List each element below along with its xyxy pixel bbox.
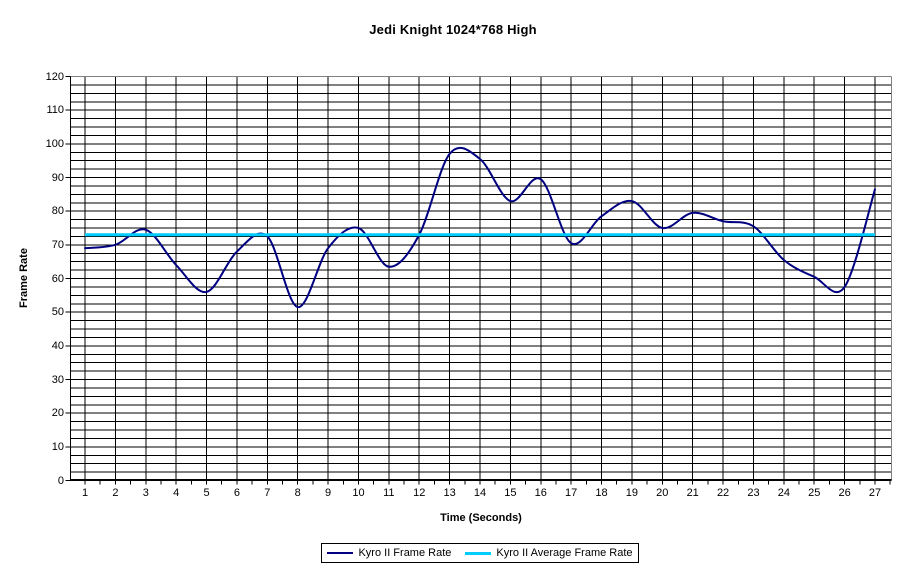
legend-item-average: Kyro II Average Frame Rate [465,547,633,559]
chart-title: Jedi Knight 1024*768 High [369,22,537,37]
x-tick-label: 16 [534,487,547,499]
x-tick-label: 8 [294,487,301,499]
x-tick-label: 13 [443,487,456,499]
legend-label-average: Kyro II Average Frame Rate [496,547,633,559]
y-tick-label: 20 [51,407,64,420]
y-tick-label: 10 [51,440,64,453]
y-tick-label: 80 [51,205,64,218]
x-tick-label: 27 [868,487,882,499]
x-tick-label: 23 [747,487,760,499]
x-tick-label: 12 [413,487,426,499]
y-tick-label: 110 [46,104,64,117]
y-tick-label: 50 [51,306,64,319]
gridlines [70,76,892,481]
legend-item-frame-rate: Kyro II Frame Rate [327,547,451,559]
legend-label-frame-rate: Kyro II Frame Rate [358,547,452,559]
x-tick-label: 21 [686,487,699,499]
x-tick-label: 17 [565,487,578,499]
y-tick-label: 60 [51,272,64,285]
x-tick-label: 25 [808,487,821,499]
y-tick-label: 30 [51,373,64,386]
x-tick-label: 10 [352,487,365,499]
x-tick-label: 2 [112,487,119,499]
x-tick-label: 9 [325,487,332,499]
x-tick-label: 15 [504,487,517,499]
x-tick-label: 19 [625,487,639,499]
x-tick-label: 1 [81,487,89,499]
y-tick-label: 90 [51,171,64,184]
x-tick-label: 20 [656,487,669,499]
y-tick-label: 100 [45,137,64,150]
x-tick-label: 26 [838,487,851,499]
legend: Kyro II Frame Rate Kyro II Average Frame… [321,543,639,563]
x-tick-label: 24 [777,487,790,499]
axis-ticks [65,76,891,485]
x-axis-title: Time (Seconds) [440,512,522,524]
y-tick-label: 120 [45,70,64,83]
x-tick-label: 11 [383,487,395,499]
plot-border [70,76,892,481]
x-tick-label: 4 [173,487,180,499]
x-tick-label: 6 [233,487,240,499]
x-tick-label: 14 [473,487,487,499]
y-tick-label: 40 [51,339,64,352]
x-tick-label: 18 [595,487,608,499]
frame-rate-line [84,146,876,309]
x-tick-label: 5 [203,487,210,499]
legend-line-swatch-average [465,551,492,555]
x-tick-label: 3 [142,487,149,499]
x-tick-label: 22 [716,487,730,499]
y-tick-label: 70 [51,238,64,251]
legend-line-swatch-frame-rate [327,552,354,554]
y-tick-label: 0 [57,474,64,487]
x-tick-label: 7 [264,487,271,499]
